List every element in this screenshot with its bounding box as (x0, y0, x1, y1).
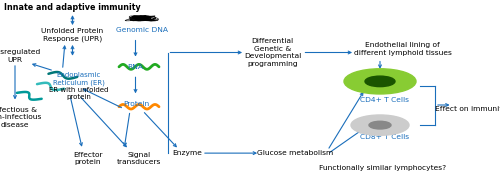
Text: Functionally similar lymphocytes?: Functionally similar lymphocytes? (319, 165, 446, 171)
Circle shape (351, 115, 409, 135)
Text: Endothelial lining of
different lymphoid tissues: Endothelial lining of different lymphoid… (354, 42, 452, 56)
Text: Protein: Protein (124, 101, 150, 107)
Circle shape (365, 76, 395, 87)
Text: Differential
Genetic &
Developmental
programming: Differential Genetic & Developmental pro… (244, 38, 301, 67)
Text: Endoplasmic
Reticulum (ER): Endoplasmic Reticulum (ER) (53, 72, 105, 86)
Text: Dysregulated
UPR: Dysregulated UPR (0, 49, 40, 63)
Text: ER with unfolded
protein: ER with unfolded protein (50, 87, 108, 100)
Text: Infectious &
non-infectious
disease: Infectious & non-infectious disease (0, 107, 42, 128)
Text: Glucose metabolism: Glucose metabolism (257, 150, 333, 156)
Circle shape (344, 69, 416, 94)
Text: Innate and adaptive immunity: Innate and adaptive immunity (4, 3, 141, 12)
Text: Effector
protein: Effector protein (73, 152, 102, 165)
Circle shape (369, 121, 391, 129)
Text: RNA: RNA (128, 64, 144, 70)
Text: Unfolded Protein
Response (UPR): Unfolded Protein Response (UPR) (42, 28, 104, 42)
Text: CD4+ T Cells: CD4+ T Cells (360, 97, 410, 103)
Text: CD8+ T Cells: CD8+ T Cells (360, 134, 410, 140)
Text: Enzyme: Enzyme (172, 150, 203, 156)
Text: Signal
transducers: Signal transducers (117, 152, 161, 165)
Text: Effect on immunity?: Effect on immunity? (434, 106, 500, 112)
Text: Genomic DNA: Genomic DNA (116, 27, 168, 33)
